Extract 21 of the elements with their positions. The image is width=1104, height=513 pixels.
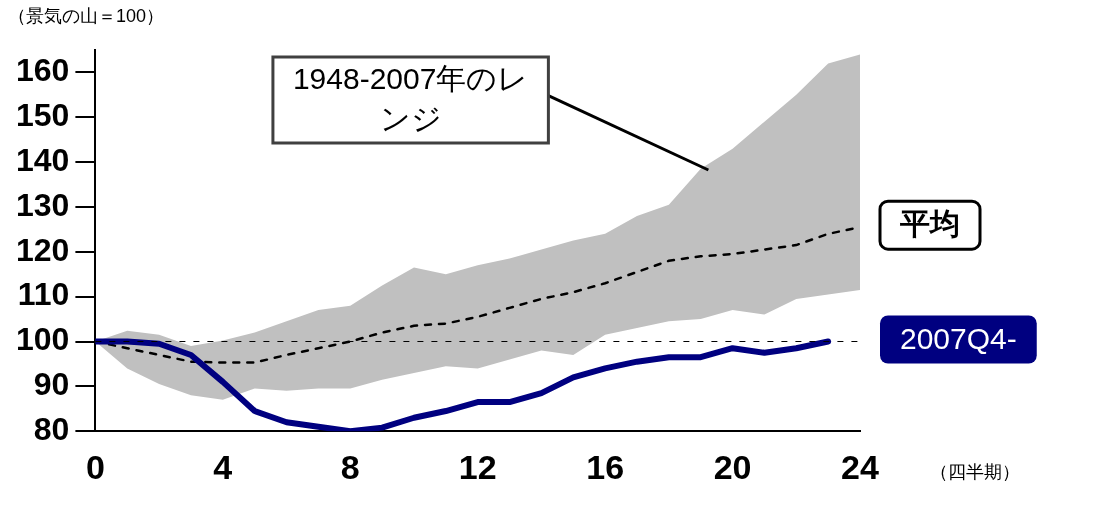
y-tick-label: 110 [17, 276, 70, 313]
x-tick-label: 20 [713, 447, 752, 486]
y-tick-label: 100 [16, 321, 70, 358]
annotation: 1948-2007年のレンジ [292, 62, 529, 136]
x-tick-label: 4 [213, 447, 233, 486]
x-axis-title: （四半期） [930, 462, 1020, 483]
x-tick-label: 8 [340, 447, 360, 486]
y-tick-label: 150 [16, 97, 70, 134]
y-tick-label: 120 [16, 231, 70, 268]
y-tick-label: 80 [33, 411, 70, 448]
y-tick-label: 160 [16, 52, 70, 89]
series-label: 平均 [899, 207, 960, 241]
x-tick-label: 0 [85, 447, 105, 486]
x-tick-label: 16 [586, 447, 625, 486]
text: 2007Q4- [900, 321, 1017, 355]
y-tick-label: 140 [16, 141, 70, 178]
y-tick-label: 130 [16, 186, 70, 223]
x-tick-label: 24 [841, 447, 879, 486]
y-axis-title: （景気の山＝100） [8, 5, 165, 26]
y-tick-label: 90 [33, 366, 70, 403]
x-tick-label: 12 [458, 447, 497, 486]
